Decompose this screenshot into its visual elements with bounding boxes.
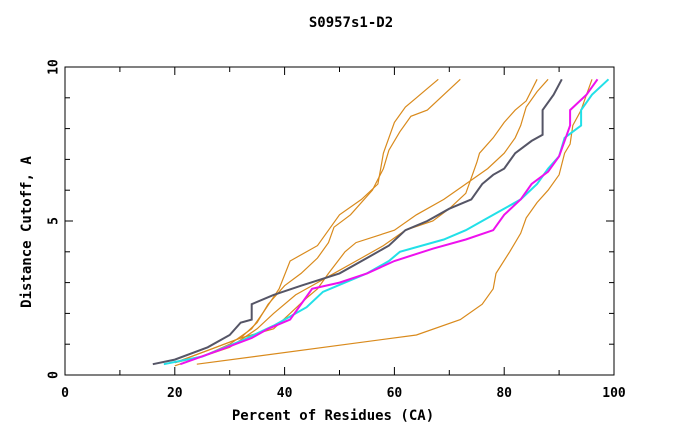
series-line-orange-5 [196,79,593,365]
series-line-orange-4 [174,79,538,367]
series-line-cyan [163,78,610,366]
x-tick-label: 100 [602,386,626,401]
x-tick-label: 40 [277,386,293,401]
series-line-magenta [179,78,599,366]
series-line-orange-2 [174,78,461,364]
x-tick-label: 60 [387,386,403,401]
x-tick-label: 80 [496,386,512,401]
y-axis-label: Distance Cutoff, A [19,156,35,308]
y-tick-label: 5 [47,217,62,225]
series-line-orange-3 [174,78,549,364]
x-tick-label: 20 [167,386,183,401]
series-line-dark-gray [152,78,563,366]
chart-title: S0957s1-D2 [309,15,393,31]
y-tick-label: 10 [47,59,62,75]
x-axis-label: Percent of Residues (CA) [232,408,434,424]
plot-area: 0 20 40 60 80 100 0 5 10 [47,59,626,401]
x-tick-label: 0 [61,386,69,401]
series-line-orange-1 [174,78,439,364]
y-tick-label: 0 [47,371,62,379]
plot-frame [64,66,615,376]
